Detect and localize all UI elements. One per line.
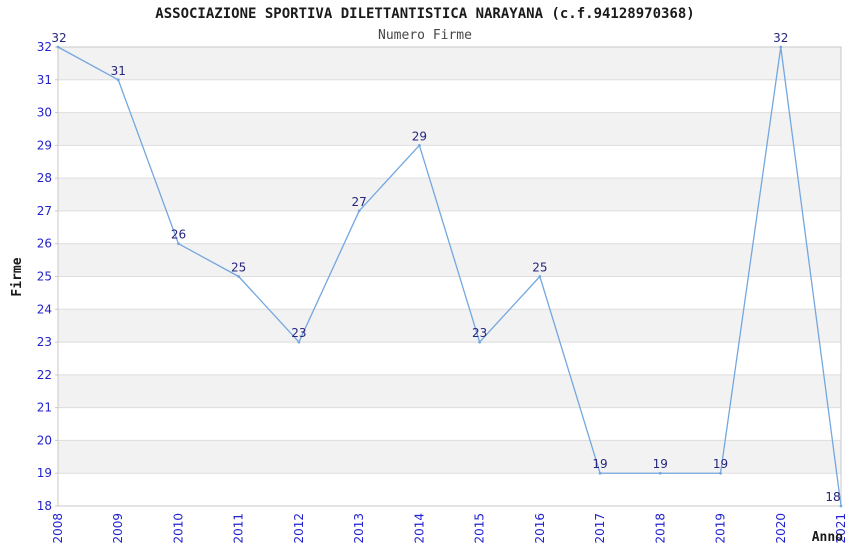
data-point-label: 25 [231,261,246,275]
x-tick-label: 2015 [473,513,487,544]
data-point [839,504,843,508]
x-tick-label: 2010 [171,513,185,544]
x-tick-label: 2013 [352,513,366,544]
x-tick-label: 2011 [232,513,246,544]
data-point-label: 23 [472,326,487,340]
data-point-label: 25 [532,261,547,275]
background-band [58,243,841,277]
y-tick-label: 31 [37,73,52,87]
data-point [56,45,60,49]
data-point-label: 23 [291,326,306,340]
x-tick-label: 2018 [653,513,667,544]
data-point [237,275,241,278]
x-tick-label: 2014 [412,513,426,544]
y-tick-label: 21 [37,401,52,415]
y-axis-title: Firme [10,257,25,296]
y-tick-label: 24 [37,302,52,316]
x-tick-label: 2009 [111,513,125,544]
y-tick-label: 28 [37,171,52,185]
x-tick-label: 2016 [533,513,547,544]
data-point [116,78,120,82]
data-point-label: 18 [825,490,840,504]
background-band [58,112,841,146]
x-tick-label: 2020 [774,513,788,544]
background-band [58,178,841,211]
data-point-label: 19 [592,457,607,471]
data-point-label: 32 [51,31,66,45]
data-point-label: 26 [171,228,186,242]
data-point-label: 31 [111,64,126,78]
data-point [779,45,783,49]
chart-subtitle: Numero Firme [378,28,472,43]
data-point-label: 19 [653,457,668,471]
x-tick-label: 2021 [834,513,848,544]
x-axis-title: Anno [812,530,843,545]
x-tick-label: 2017 [593,513,607,544]
y-tick-label: 20 [37,433,52,447]
data-point [357,209,361,213]
y-tick-label: 23 [37,335,52,349]
data-point [297,340,301,344]
x-tick-label: 2019 [714,513,728,544]
data-point [478,340,482,344]
y-tick-label: 27 [37,204,52,218]
background-band [58,440,841,474]
data-line [57,46,842,507]
y-tick-label: 18 [37,499,52,513]
y-tick-label: 22 [37,368,52,382]
data-point [417,143,421,147]
data-point [177,242,180,246]
y-tick-label: 29 [37,138,52,152]
y-tick-label: 26 [37,237,52,251]
x-tick-label: 2008 [51,513,65,544]
data-point [598,471,602,475]
y-tick-label: 30 [37,106,52,120]
background-band [58,47,841,80]
data-point-label: 32 [773,31,788,45]
data-point-label: 27 [352,195,367,209]
background-band [58,309,841,343]
y-tick-label: 25 [37,270,52,284]
data-point [719,471,722,475]
chart-title: ASSOCIAZIONE SPORTIVA DILETTANTISTICA NA… [155,6,695,22]
data-point-label: 19 [713,457,728,471]
data-point-label: 29 [412,129,427,143]
x-tick-label: 2012 [292,513,306,544]
data-point [538,275,542,278]
y-tick-label: 19 [37,466,52,480]
background-band [58,374,841,408]
data-point [658,471,662,475]
y-tick-label: 32 [37,40,52,54]
